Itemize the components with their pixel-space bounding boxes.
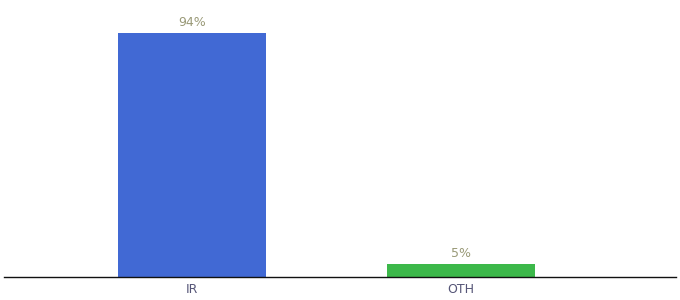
Text: 5%: 5% (451, 248, 471, 260)
Bar (118, 33, 266, 277)
Text: 94%: 94% (178, 16, 206, 29)
Bar (387, 264, 534, 277)
